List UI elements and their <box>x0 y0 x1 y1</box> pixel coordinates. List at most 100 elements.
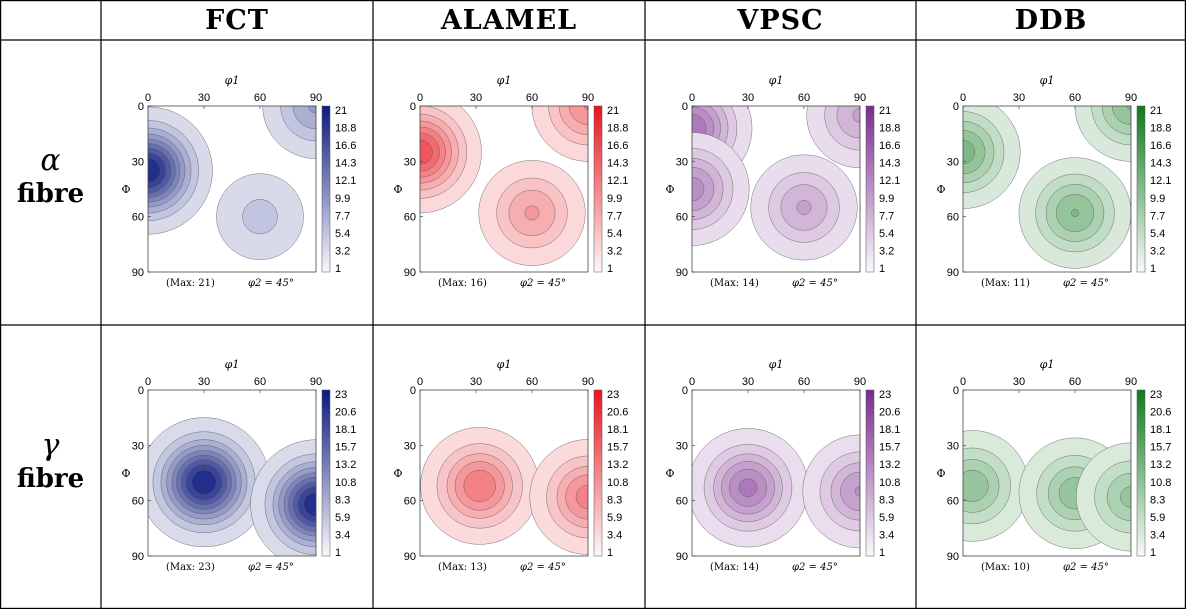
colorbar-tick-9: 1 <box>1150 263 1156 275</box>
colorbar-tick-4: 12.1 <box>607 175 628 187</box>
column-header-vpsc: VPSC <box>737 4 824 36</box>
colorbar-tick-1: 18.8 <box>335 123 356 135</box>
x-tick-label-3: 90 <box>854 92 866 104</box>
colorbar-tick-3: 15.7 <box>607 442 628 454</box>
colorbar-tick-0: 23 <box>335 389 347 401</box>
plot-frame <box>147 389 317 557</box>
section-label: φ2 = 45° <box>792 278 838 289</box>
colorbar-tick-6: 8.3 <box>879 494 894 506</box>
contour-peak-0 <box>420 427 540 545</box>
colorbar-tick-2: 18.1 <box>607 424 628 436</box>
colorbar-tick-7: 5.9 <box>335 512 350 524</box>
colorbar-tick-9: 1 <box>607 263 613 275</box>
row-text-gamma: fibre <box>16 464 85 494</box>
x-tick-label-0: 0 <box>689 376 695 388</box>
row-symbol-alpha: α <box>40 143 61 178</box>
x-tick-label-3: 90 <box>310 376 322 388</box>
y-tick-label-0: 0 <box>682 101 688 113</box>
y-tick-label-1: 30 <box>947 440 959 452</box>
colorbar-tick-5: 9.9 <box>335 193 350 205</box>
colorbar-tick-6: 7.7 <box>1150 210 1165 222</box>
colorbar-tick-6: 7.7 <box>335 210 350 222</box>
y-axis-label: Φ <box>121 467 130 480</box>
y-tick-label-3: 90 <box>132 551 144 563</box>
y-tick-label-0: 0 <box>410 385 416 397</box>
x-tick-label-2: 60 <box>1069 92 1081 104</box>
colorbar-tick-2: 16.6 <box>1150 140 1171 152</box>
contour-peak-1 <box>692 132 750 246</box>
y-tick-label-1: 30 <box>404 156 416 168</box>
x-axis-label: φ1 <box>769 358 784 371</box>
colorbar-tick-3: 14.3 <box>879 158 900 170</box>
colorbar-tick-4: 12.1 <box>879 175 900 187</box>
colorbar-tick-3: 15.7 <box>1150 442 1171 454</box>
colorbar-tick-8: 3.4 <box>879 529 894 541</box>
y-tick-label-3: 90 <box>676 551 688 563</box>
max-label: (Max: 13) <box>438 562 487 573</box>
odf-plot-gamma-vpsc: 0 30 60 90 0 30 60 90 φ1 Φ (Max: 14) φ2 = 45° 23 20.6… <box>665 358 900 573</box>
y-tick-label-3: 90 <box>947 267 959 279</box>
colorbar-tick-6: 8.3 <box>1150 494 1165 506</box>
row-symbol-gamma: γ <box>41 428 60 463</box>
x-tick-label-1: 30 <box>470 376 482 388</box>
row-label-alpha: α fibre <box>0 143 101 209</box>
y-axis-label: Φ <box>665 467 674 480</box>
colorbar-tick-0: 21 <box>335 105 347 117</box>
contour-peak-0 <box>148 417 270 548</box>
plot-frame <box>962 389 1132 557</box>
max-label: (Max: 16) <box>438 278 487 289</box>
colorbar-tick-4: 12.1 <box>1150 175 1171 187</box>
colorbar <box>321 105 331 273</box>
contour-peak-2 <box>1018 157 1131 269</box>
contour-peak-0 <box>692 428 809 548</box>
colorbar-tick-8: 3.4 <box>1150 529 1165 541</box>
y-tick-label-1: 30 <box>676 156 688 168</box>
x-tick-label-0: 0 <box>960 376 966 388</box>
colorbar-tick-8: 3.2 <box>607 245 622 257</box>
y-tick-label-1: 30 <box>132 440 144 452</box>
plot-frame <box>691 105 861 273</box>
contour-peak-2 <box>806 106 860 169</box>
contour-peak-1 <box>802 434 860 549</box>
y-tick-label-3: 90 <box>132 267 144 279</box>
contour-peak-1 <box>1074 106 1131 162</box>
odf-plot-alpha-ddb: 0 30 60 90 0 30 60 90 φ1 Φ (Max: 11) φ2 = 45° 21 18.8… <box>936 74 1171 289</box>
x-tick-label-0: 0 <box>145 92 151 104</box>
max-label: (Max: 21) <box>166 278 215 289</box>
section-label: φ2 = 45° <box>1063 278 1109 289</box>
x-axis-label: φ1 <box>225 358 240 371</box>
x-tick-label-2: 60 <box>1069 376 1081 388</box>
contour-peak-1 <box>262 106 316 159</box>
contour-peak-0 <box>420 106 482 214</box>
colorbar-tick-1: 20.6 <box>1150 407 1171 419</box>
colorbar-tick-2: 18.1 <box>1150 424 1171 436</box>
contour-peak-2 <box>1076 442 1131 552</box>
section-label: φ2 = 45° <box>248 278 294 289</box>
contour-peak-0 <box>963 430 1029 542</box>
y-tick-label-2: 60 <box>404 496 416 508</box>
y-tick-label-0: 0 <box>138 385 144 397</box>
colorbar-tick-7: 5.9 <box>879 512 894 524</box>
max-label: (Max: 14) <box>710 562 759 573</box>
colorbar-tick-5: 10.8 <box>879 477 900 489</box>
max-label: (Max: 14) <box>710 278 759 289</box>
colorbar-tick-3: 14.3 <box>1150 158 1171 170</box>
colorbar-tick-8: 3.4 <box>335 529 350 541</box>
colorbar-tick-4: 13.2 <box>335 459 356 471</box>
x-tick-label-0: 0 <box>417 376 423 388</box>
colorbar-tick-3: 14.3 <box>335 158 356 170</box>
y-tick-label-0: 0 <box>138 101 144 113</box>
colorbar-tick-8: 3.2 <box>1150 245 1165 257</box>
colorbar-tick-9: 1 <box>335 263 341 275</box>
contour-peak-1 <box>529 439 588 555</box>
colorbar-tick-5: 9.9 <box>879 193 894 205</box>
x-tick-label-2: 60 <box>526 92 538 104</box>
colorbar <box>1136 389 1146 557</box>
column-header-ddb: DDB <box>1014 4 1088 36</box>
colorbar-tick-2: 18.1 <box>879 424 900 436</box>
x-tick-label-1: 30 <box>742 376 754 388</box>
plot-frame <box>419 105 589 273</box>
column-header-fct: FCT <box>205 4 269 36</box>
colorbar-tick-6: 8.3 <box>607 494 622 506</box>
x-tick-label-2: 60 <box>526 376 538 388</box>
